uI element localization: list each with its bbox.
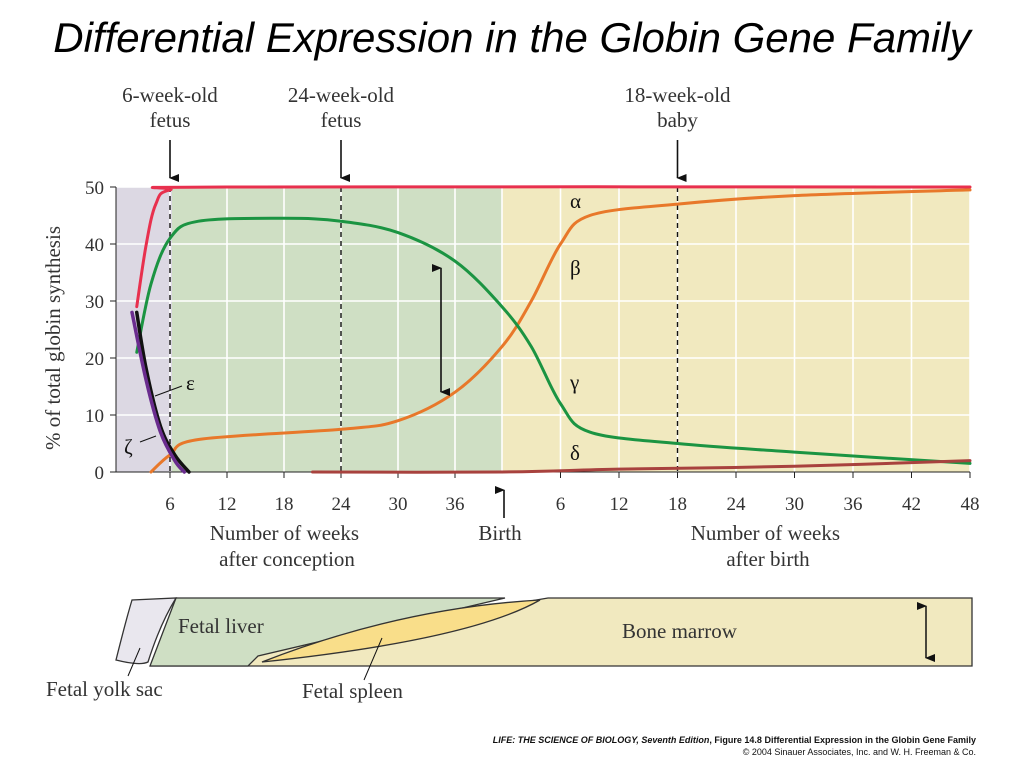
- series-line-alpha: [135, 185, 972, 309]
- bone-marrow-label: Bone marrow: [622, 619, 738, 643]
- stage-label-2-line-1: baby: [657, 108, 698, 132]
- stage-label-1-line-1: fetus: [321, 108, 362, 132]
- y-axis-label: % of total globin synthesis: [41, 226, 65, 450]
- x-tick-label-birth-36: 36: [844, 494, 863, 515]
- series-line-gamma: [135, 216, 972, 465]
- series-line-epsilon: [135, 310, 191, 474]
- yolk-sac-shape: [115, 597, 178, 665]
- caption-figure: , Figure 14.8 Differential Expression in…: [709, 735, 976, 745]
- slide-title: Differential Expression in the Globin Ge…: [53, 14, 971, 61]
- zeta-leader-line: [139, 435, 157, 443]
- x-tick-label-conception-6: 6: [165, 494, 175, 515]
- x-label-after-line-2: after birth: [726, 547, 810, 571]
- y-tick-label-0: 0: [95, 463, 105, 484]
- fetal-spleen-leader-line: [363, 637, 383, 681]
- caption-source: LIFE: THE SCIENCE OF BIOLOGY, Seventh Ed…: [492, 735, 710, 745]
- series-line-beta: [149, 188, 972, 474]
- figure-caption: LIFE: THE SCIENCE OF BIOLOGY, Seventh Ed…: [0, 734, 976, 758]
- x-tick-label-conception-12: 12: [218, 494, 237, 515]
- fetal-liver-shape: [149, 597, 506, 667]
- series-label-delta: δ: [570, 441, 580, 465]
- y-tick-label-50: 50: [85, 178, 104, 199]
- series-line-delta: [311, 459, 972, 474]
- caption-line-2: © 2004 Sinauer Associates, Inc. and W. H…: [742, 747, 976, 757]
- stage-label-0-line-0: 6-week-old: [122, 83, 218, 107]
- series-line-zeta: [130, 310, 187, 474]
- x-tick-label-conception-24: 24: [332, 494, 352, 515]
- stage-label-0-line-1: fetus: [150, 108, 191, 132]
- y-tick-label-40: 40: [85, 235, 104, 256]
- x-tick-label-conception-18: 18: [275, 494, 294, 515]
- series-label-beta: β: [570, 256, 581, 280]
- x-tick-label-birth-42: 42: [902, 494, 921, 515]
- yolk-sac-period-band: [116, 187, 172, 472]
- x-axis-label-after-birth: Number of weeks after birth: [691, 521, 846, 571]
- series-label-epsilon: ε: [186, 371, 195, 395]
- x-tick-label-birth-30: 30: [785, 494, 804, 515]
- series-lines: [130, 185, 972, 474]
- x-label-before-line-1: Number of weeks: [210, 521, 359, 545]
- stage-dashed-lines: [169, 187, 679, 472]
- stage-label-2: 18-week-old baby: [624, 83, 731, 132]
- fetal-liver-label: Fetal liver: [178, 614, 264, 638]
- series-label-alpha: α: [570, 189, 581, 213]
- y-tick-labels: 0 10 20 30 40 50: [85, 178, 116, 484]
- fetal-yolk-sac-label: Fetal yolk sac: [46, 677, 163, 701]
- x-tick-label-conception-36: 36: [446, 494, 465, 515]
- x-tick-label-conception-30: 30: [389, 494, 408, 515]
- fetal-spleen-label: Fetal spleen: [302, 679, 403, 703]
- stage-label-1: 24-week-old fetus: [288, 83, 395, 132]
- stage-label-2-line-0: 18-week-old: [624, 83, 731, 107]
- x-tick-label-birth-12: 12: [610, 494, 629, 515]
- x-label-before-line-2: after conception: [219, 547, 355, 571]
- y-tick-label-30: 30: [85, 292, 104, 313]
- stage-label-0: 6-week-old fetus: [122, 83, 218, 132]
- caption-line-1: LIFE: THE SCIENCE OF BIOLOGY, Seventh Ed…: [0, 734, 976, 746]
- epsilon-leader-line: [154, 385, 183, 397]
- series-label-zeta: ζ: [124, 435, 133, 459]
- x-tick-labels: 6 12 18 24 30 36 6 12 18 24 30 36 42 48: [165, 472, 980, 515]
- y-tick-label-10: 10: [85, 406, 104, 427]
- y-tick-label-20: 20: [85, 349, 104, 370]
- yolk-sac-leader-line: [127, 647, 141, 677]
- stage-label-1-line-0: 24-week-old: [288, 83, 395, 107]
- x-label-after-line-1: Number of weeks: [691, 521, 840, 545]
- hemopoietic-sites-diagram: Fetal liver Bone marrow Fetal yolk sac F…: [46, 597, 973, 703]
- series-label-gamma: γ: [569, 370, 579, 394]
- x-axis-label-before-birth: Number of weeks after conception: [210, 521, 365, 571]
- x-tick-label-birth-24: 24: [727, 494, 747, 515]
- birth-label: Birth: [478, 521, 522, 545]
- x-tick-label-birth-6: 6: [556, 494, 566, 515]
- x-tick-label-birth-48: 48: [961, 494, 980, 515]
- x-tick-label-birth-18: 18: [668, 494, 687, 515]
